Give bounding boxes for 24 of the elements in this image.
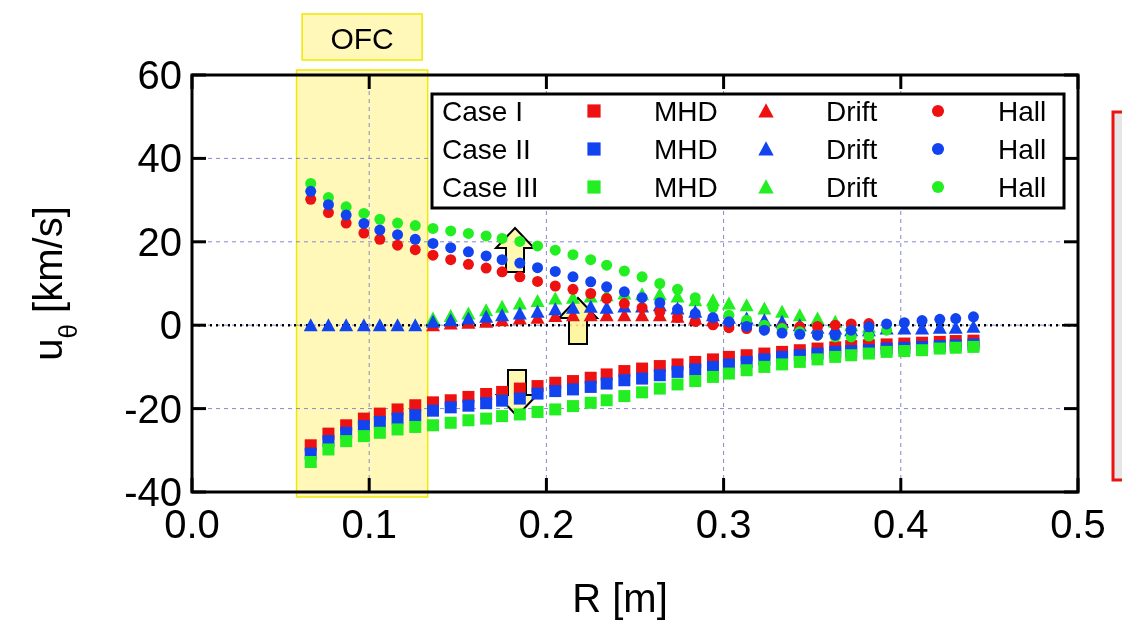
annotation: Case III	[442, 172, 539, 203]
band-label: OFC	[330, 22, 394, 55]
legend-label: MHD	[654, 134, 718, 165]
x-tick-label: 0.5	[1050, 502, 1106, 546]
legend-label: Drift	[826, 134, 878, 165]
legend-label: Hall	[998, 134, 1047, 165]
legend-label: Hall	[998, 96, 1047, 127]
legend-label: MHD	[654, 96, 718, 127]
y-tick-label: 60	[137, 53, 182, 97]
x-tick-label: 0.1	[341, 502, 397, 546]
x-axis-title: R [m]	[572, 576, 668, 620]
y-tick-label: 20	[137, 219, 182, 264]
x-tick-label: 0.3	[695, 502, 752, 546]
legend-label: Drift	[826, 96, 878, 127]
y-tick-label: 40	[137, 136, 182, 181]
legend-label: Hall	[998, 172, 1047, 203]
legend-label: MHD	[654, 172, 718, 203]
annotation: Case I	[442, 96, 523, 127]
legend-label: Drift	[826, 172, 878, 203]
y-tick-label: -20	[124, 386, 182, 431]
x-tick-label: 0.2	[518, 502, 575, 546]
x-tick-label: 0.4	[873, 502, 929, 546]
annotation: Case II	[442, 134, 531, 165]
y-tick-label: 0	[159, 303, 182, 348]
